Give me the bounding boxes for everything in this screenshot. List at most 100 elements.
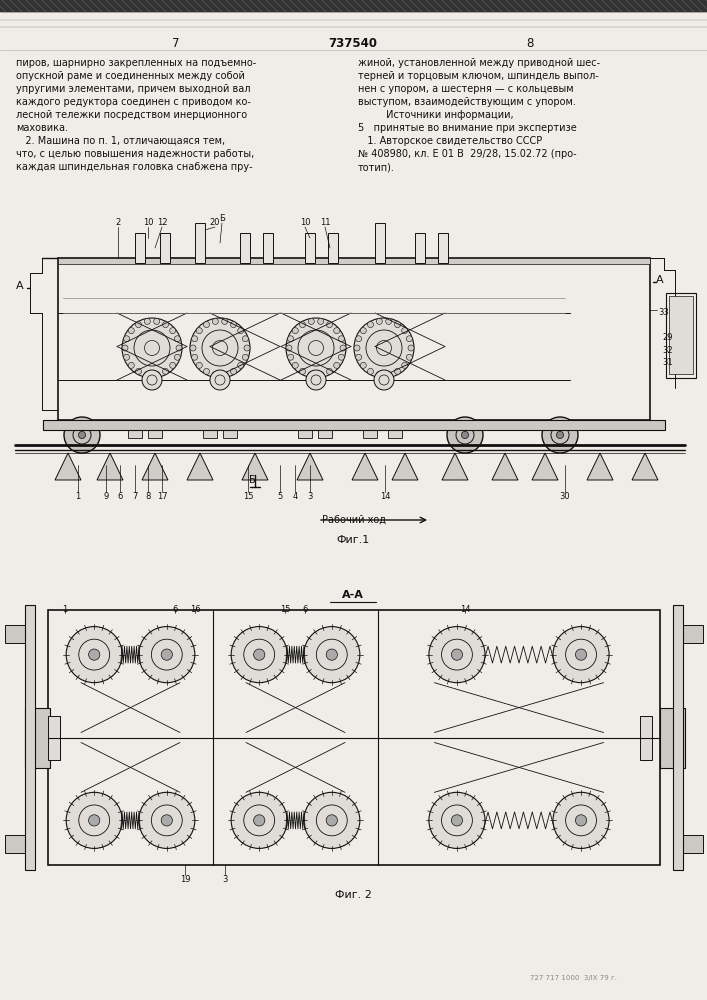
Circle shape [190, 318, 250, 378]
Circle shape [286, 318, 346, 378]
Circle shape [556, 431, 563, 439]
Circle shape [136, 322, 141, 328]
Circle shape [176, 345, 182, 351]
Text: 6: 6 [303, 605, 308, 614]
Bar [666, 293, 696, 378]
Text: 5: 5 [277, 492, 283, 501]
Circle shape [408, 345, 414, 351]
Circle shape [222, 372, 228, 378]
Bar [240, 233, 250, 263]
Circle shape [407, 354, 412, 360]
Circle shape [153, 318, 160, 324]
Circle shape [122, 345, 128, 351]
Circle shape [153, 372, 160, 378]
Bar [318, 420, 332, 438]
Circle shape [327, 368, 332, 374]
Circle shape [340, 345, 346, 351]
Circle shape [354, 345, 360, 351]
Circle shape [553, 627, 609, 683]
Circle shape [238, 328, 244, 334]
Text: пиров, шарнирно закрепленных на подъемно-: пиров, шарнирно закрепленных на подъемно… [16, 58, 256, 68]
Text: что, с целью повышения надежности работы,: что, с целью повышения надежности работы… [16, 149, 255, 159]
Text: Б: Б [219, 214, 225, 223]
Text: 20: 20 [210, 218, 221, 227]
Text: 10: 10 [143, 218, 153, 227]
Circle shape [308, 318, 315, 324]
Circle shape [402, 328, 408, 334]
Bar [305, 233, 315, 263]
Text: 1. Авторское свидетельство СССР: 1. Авторское свидетельство СССР [358, 136, 542, 146]
Circle shape [462, 431, 469, 439]
Circle shape [451, 649, 462, 660]
Polygon shape [532, 453, 558, 480]
Bar [375, 223, 385, 263]
Circle shape [356, 336, 361, 342]
Bar [660, 708, 685, 768]
Bar [669, 296, 693, 374]
Circle shape [447, 417, 483, 453]
Text: 1: 1 [76, 492, 81, 501]
Text: терней и торцовым ключом, шпиндель выпол-: терней и торцовым ключом, шпиндель выпол… [358, 71, 599, 81]
Circle shape [317, 318, 324, 324]
Circle shape [254, 649, 265, 660]
Circle shape [197, 328, 202, 334]
Circle shape [429, 627, 485, 683]
Bar [363, 420, 377, 438]
Circle shape [334, 328, 339, 334]
Bar [388, 420, 402, 438]
Text: 2. Машина по п. 1, отличающаяся тем,: 2. Машина по п. 1, отличающаяся тем, [16, 136, 225, 146]
Bar [415, 233, 425, 263]
Circle shape [197, 362, 202, 368]
Bar [25, 708, 50, 768]
Text: 33: 33 [658, 308, 669, 317]
Bar [328, 233, 338, 263]
Text: Фиг. 2: Фиг. 2 [334, 890, 371, 900]
Circle shape [243, 354, 248, 360]
Bar [43, 420, 665, 430]
Polygon shape [97, 453, 123, 480]
Circle shape [395, 322, 400, 328]
Text: 8: 8 [146, 492, 151, 501]
Text: 3: 3 [222, 875, 228, 884]
Circle shape [212, 372, 218, 378]
Text: 32: 32 [662, 346, 672, 355]
Text: 16: 16 [189, 605, 200, 614]
Circle shape [334, 362, 339, 368]
Text: 4: 4 [293, 492, 298, 501]
Circle shape [542, 417, 578, 453]
Circle shape [292, 328, 298, 334]
Text: 15: 15 [280, 605, 291, 614]
Text: A: A [656, 275, 664, 285]
Circle shape [304, 627, 360, 683]
Circle shape [142, 370, 162, 390]
Circle shape [326, 649, 337, 660]
Text: лесной тележки посредством инерционного: лесной тележки посредством инерционного [16, 110, 247, 120]
Text: 9: 9 [103, 492, 109, 501]
Circle shape [376, 318, 382, 324]
Text: 14: 14 [460, 605, 470, 614]
Circle shape [124, 354, 129, 360]
Circle shape [288, 354, 293, 360]
Circle shape [238, 362, 244, 368]
Circle shape [88, 649, 100, 660]
Polygon shape [492, 453, 518, 480]
Circle shape [175, 336, 180, 342]
Bar [0, 0, 707, 12]
Circle shape [402, 362, 408, 368]
Text: 29: 29 [662, 333, 672, 342]
Circle shape [395, 368, 400, 374]
Text: 10: 10 [300, 218, 310, 227]
Text: 31: 31 [662, 358, 672, 367]
Bar [128, 420, 142, 438]
Circle shape [376, 372, 382, 378]
Text: 737540: 737540 [329, 37, 378, 50]
Polygon shape [587, 453, 613, 480]
Bar [148, 420, 162, 438]
Circle shape [139, 792, 195, 848]
Circle shape [368, 368, 373, 374]
Bar [5, 835, 25, 853]
Circle shape [144, 372, 151, 378]
Text: каждая шпиндельная головка снабжена пру-: каждая шпиндельная головка снабжена пру- [16, 162, 252, 172]
Text: 15: 15 [243, 492, 253, 501]
Circle shape [66, 792, 122, 848]
